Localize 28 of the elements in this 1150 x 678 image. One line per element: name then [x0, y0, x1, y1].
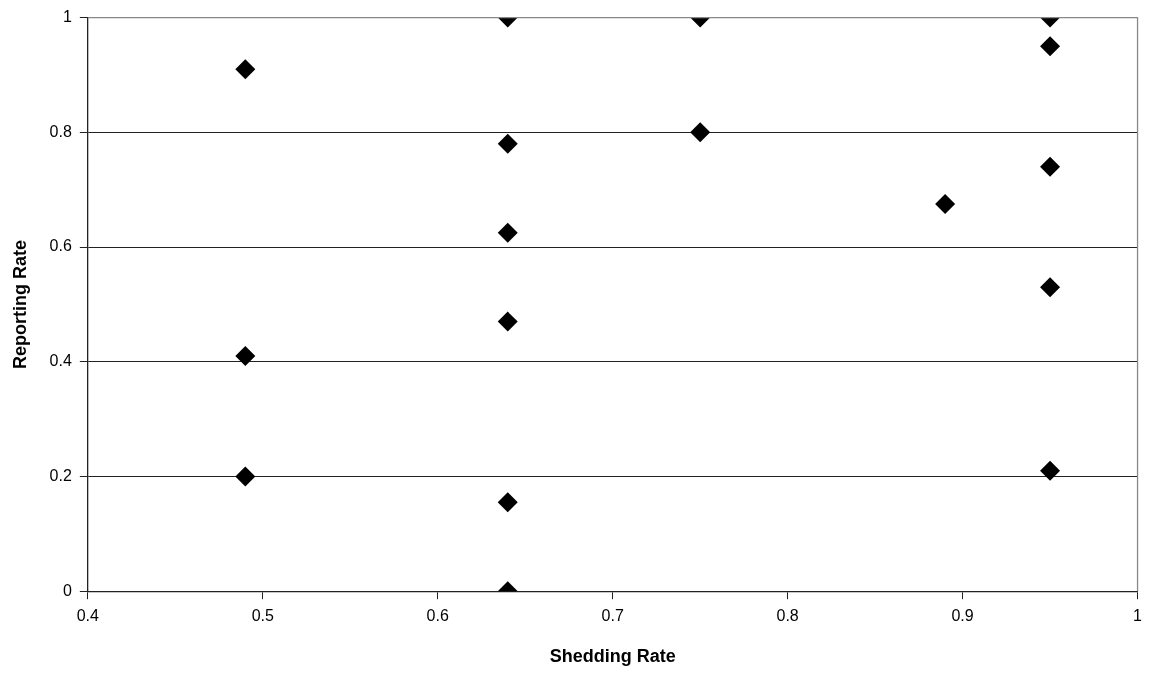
x-tick-label: 0.4	[76, 607, 100, 625]
y-tick-label: 0.4	[49, 352, 72, 370]
point	[497, 311, 518, 332]
point	[235, 346, 256, 367]
point	[1040, 460, 1061, 481]
point	[235, 59, 256, 80]
y-tick-label: 0.2	[49, 466, 72, 484]
y-tick-label: 0	[62, 581, 72, 599]
x-tick-label: 1	[1133, 607, 1143, 625]
x-axis-title: Shedding Rate	[549, 646, 676, 667]
point	[690, 122, 711, 143]
x-tick-label: 0.7	[601, 607, 624, 625]
point	[497, 222, 518, 243]
y-axis-title: Reporting Rate	[9, 239, 30, 369]
point	[1040, 156, 1061, 177]
y-tick-label: 0.6	[49, 237, 72, 255]
x-tick-label: 0.5	[251, 607, 275, 625]
point	[935, 194, 956, 215]
point	[497, 133, 518, 154]
x-tick-label: 0.8	[776, 607, 799, 625]
point	[1040, 277, 1061, 298]
point	[1040, 36, 1061, 57]
y-tick-label: 0.8	[49, 122, 72, 140]
x-tick-label: 0.9	[951, 607, 974, 625]
point	[235, 466, 256, 487]
x-tick-label: 0.6	[426, 607, 449, 625]
y-tick-label: 1	[62, 8, 72, 26]
point	[497, 492, 518, 513]
